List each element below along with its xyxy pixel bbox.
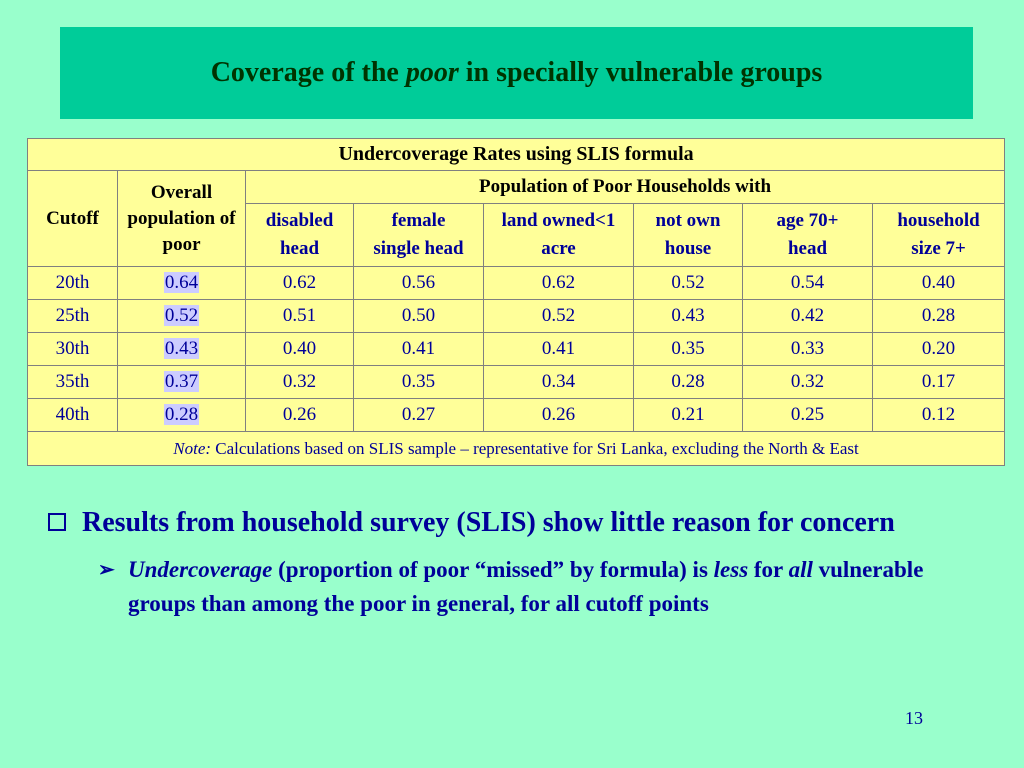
checkbox-bullet-icon xyxy=(48,513,66,531)
value-cell: 0.35 xyxy=(633,332,743,366)
bullet-sub: ➢ Undercoverage (proportion of poor “mis… xyxy=(98,553,978,621)
bullet-list: Results from household survey (SLIS) sho… xyxy=(48,503,978,621)
column-header-line1: land owned<1 xyxy=(501,210,616,231)
column-header: disabled head xyxy=(245,203,354,267)
column-header: land owned<1 acre xyxy=(483,203,634,267)
column-header-line2: acre xyxy=(541,238,576,259)
overall-cell: 0.52 xyxy=(117,299,246,333)
value-cell: 0.12 xyxy=(871,398,1006,432)
value-cell: 0.28 xyxy=(871,299,1006,333)
group-header: Population of Poor Households with xyxy=(244,170,1006,204)
value-cell: 0.51 xyxy=(245,299,354,333)
overall-header: Overall population of poor xyxy=(117,170,246,267)
value-cell: 0.26 xyxy=(483,398,634,432)
value-cell: 0.17 xyxy=(871,365,1006,399)
table-row: 25th 0.52 0.51 0.50 0.52 0.43 0.42 0.28 xyxy=(27,299,1006,333)
overall-value: 0.28 xyxy=(163,404,200,425)
table-note: Note: Calculations based on SLIS sample … xyxy=(26,431,1006,466)
value-cell: 0.40 xyxy=(245,332,354,366)
cutoff-cell: 20th xyxy=(27,266,118,300)
value-cell: 0.56 xyxy=(353,266,484,300)
overall-value: 0.37 xyxy=(163,371,200,392)
value-cell: 0.41 xyxy=(353,332,484,366)
note-text: Calculations based on SLIS sample – repr… xyxy=(215,438,859,458)
column-header-line2: head xyxy=(787,238,828,259)
sub-text-2: for xyxy=(753,557,783,582)
column-header-line2: single head xyxy=(373,238,464,259)
title-emphasis: poor xyxy=(405,57,459,88)
value-cell: 0.41 xyxy=(483,332,634,366)
slide-title: Coverage of the poor in specially vulner… xyxy=(211,57,823,89)
cutoff-cell: 40th xyxy=(27,398,118,432)
value-cell: 0.20 xyxy=(871,332,1006,366)
value-cell: 0.21 xyxy=(633,398,743,432)
sub-em-3: all xyxy=(788,557,813,582)
column-header-line1: not own xyxy=(655,210,721,231)
overall-value: 0.64 xyxy=(163,272,200,293)
overall-value: 0.52 xyxy=(163,305,200,326)
overall-cell: 0.37 xyxy=(117,365,246,399)
title-part-1: Coverage of the xyxy=(210,57,399,88)
title-banner: Coverage of the poor in specially vulner… xyxy=(60,27,973,119)
sub-em-2: less xyxy=(713,557,749,582)
column-header-line2: head xyxy=(279,238,320,259)
value-cell: 0.27 xyxy=(353,398,484,432)
cutoff-header: Cutoff xyxy=(27,170,118,267)
overall-cell: 0.43 xyxy=(117,332,246,366)
column-header-line1: age 70+ xyxy=(776,210,839,231)
undercoverage-table: Undercoverage Rates using SLIS formula C… xyxy=(26,138,1006,466)
cutoff-cell: 25th xyxy=(27,299,118,333)
table-row: 40th 0.28 0.26 0.27 0.26 0.21 0.25 0.12 xyxy=(27,398,1006,432)
column-header-line1: household xyxy=(897,210,980,231)
column-header: not own house xyxy=(633,203,743,267)
title-part-2: in specially vulnerable groups xyxy=(465,57,823,88)
value-cell: 0.34 xyxy=(483,365,634,399)
value-cell: 0.32 xyxy=(245,365,354,399)
table-caption: Undercoverage Rates using SLIS formula xyxy=(26,138,1006,171)
value-cell: 0.62 xyxy=(245,266,354,300)
overall-cell: 0.28 xyxy=(117,398,246,432)
value-cell: 0.25 xyxy=(742,398,873,432)
value-cell: 0.54 xyxy=(742,266,873,300)
arrow-bullet-icon: ➢ xyxy=(98,559,115,581)
overall-cell: 0.64 xyxy=(117,266,246,300)
column-header-line2: house xyxy=(664,238,712,259)
column-header-line1: disabled xyxy=(265,210,334,231)
value-cell: 0.43 xyxy=(633,299,743,333)
column-header: household size 7+ xyxy=(871,203,1006,267)
value-cell: 0.26 xyxy=(245,398,354,432)
value-cell: 0.28 xyxy=(633,365,743,399)
cutoff-cell: 35th xyxy=(27,365,118,399)
value-cell: 0.52 xyxy=(483,299,634,333)
column-header-line1: female xyxy=(391,210,446,231)
value-cell: 0.52 xyxy=(633,266,743,300)
page-number: 13 xyxy=(905,708,923,728)
value-cell: 0.42 xyxy=(742,299,873,333)
overall-value: 0.43 xyxy=(163,338,200,359)
table-row: 30th 0.43 0.40 0.41 0.41 0.35 0.33 0.20 xyxy=(27,332,1006,366)
value-cell: 0.32 xyxy=(742,365,873,399)
value-cell: 0.62 xyxy=(483,266,634,300)
cutoff-cell: 30th xyxy=(27,332,118,366)
table-row: 35th 0.37 0.32 0.35 0.34 0.28 0.32 0.17 xyxy=(27,365,1006,399)
sub-text-1: (proportion of poor “missed” by formula)… xyxy=(278,557,708,582)
note-label: Note: xyxy=(173,438,212,458)
value-cell: 0.33 xyxy=(742,332,873,366)
table-row: 20th 0.64 0.62 0.56 0.62 0.52 0.54 0.40 xyxy=(27,266,1006,300)
bullet-main: Results from household survey (SLIS) sho… xyxy=(48,503,978,543)
value-cell: 0.35 xyxy=(353,365,484,399)
column-header: female single head xyxy=(353,203,484,267)
column-header: age 70+ head xyxy=(742,203,873,267)
sub-em-1: Undercoverage xyxy=(128,557,273,582)
bullet-main-text: Results from household survey (SLIS) sho… xyxy=(82,507,895,538)
sub-text-3: vulnerable groups than among the poor in… xyxy=(128,557,924,616)
column-header-line2: size 7+ xyxy=(911,238,966,259)
value-cell: 0.50 xyxy=(353,299,484,333)
value-cell: 0.40 xyxy=(871,266,1006,300)
